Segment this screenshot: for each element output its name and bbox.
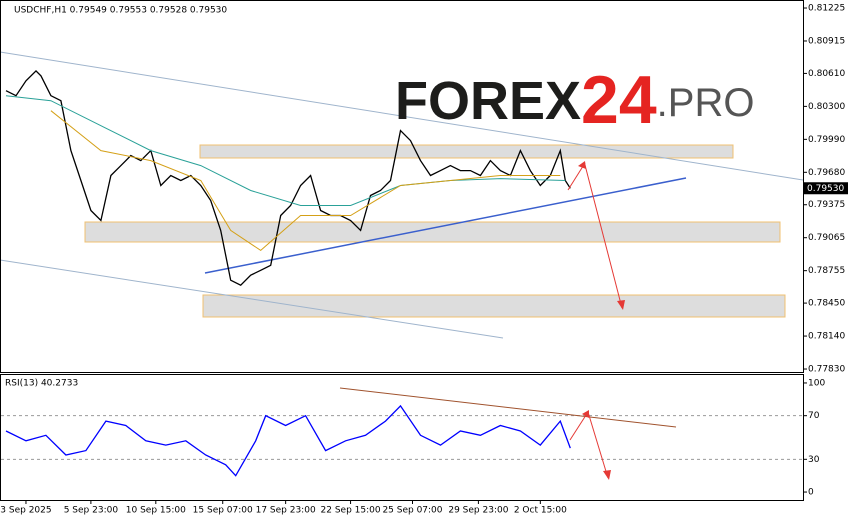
channel-line (0, 259, 504, 339)
x-tick-label: 17 Sep 23:00 (256, 506, 316, 516)
x-tick-label: 25 Sep 07:00 (382, 506, 442, 516)
x-tick-label: 3 Sep 2025 (0, 506, 51, 516)
x-tick-label: 5 Sep 23:00 (64, 506, 119, 516)
y-tick-label: 0.81225 (808, 4, 845, 14)
series-line (5, 69, 571, 286)
y-tick-label: 0.79680 (808, 168, 845, 178)
resistance-zone (199, 144, 734, 159)
series-line (5, 95, 566, 206)
y-tick-label: 0.78450 (808, 299, 845, 309)
x-tick-label: 2 Oct 15:00 (514, 506, 567, 516)
y-tick-label: 30 (808, 455, 820, 465)
y-tick-label: 0.78140 (808, 332, 845, 342)
forecast-arrow (584, 164, 623, 309)
trend-line (204, 177, 687, 274)
target-zone (202, 294, 786, 318)
channel-line (0, 51, 804, 181)
arrow-head (578, 161, 586, 169)
current-price-label: 0.79530 (807, 184, 844, 194)
arrow-head (603, 470, 611, 480)
series-line (50, 110, 561, 252)
x-tick-label: 10 Sep 15:00 (126, 506, 186, 516)
forecast-arrow (569, 411, 589, 441)
y-tick-label: 0.79065 (808, 233, 845, 243)
y-tick-label: 0.77830 (808, 365, 845, 375)
arrow-head (617, 300, 625, 310)
y-tick-label: 0.78755 (808, 266, 845, 276)
support-zone (84, 221, 781, 243)
x-tick-label: 29 Sep 23:00 (448, 506, 508, 516)
x-tick-label: 15 Sep 07:00 (193, 506, 253, 516)
y-tick-label: 100 (808, 378, 825, 388)
arrow-head (582, 410, 589, 418)
y-tick-label: 0.80300 (808, 102, 845, 112)
header: USDCHF,H1 0.79549 0.79553 0.79528 0.7953… (14, 6, 227, 16)
y-tick-label: 0 (808, 488, 814, 498)
forecast-arrow (587, 411, 609, 479)
y-tick-label: 0.79990 (808, 135, 845, 145)
main-frame (0, 0, 804, 373)
y-tick-label: 0.80610 (808, 69, 845, 79)
y-tick-label: 0.80915 (808, 36, 845, 46)
x-tick-label: 22 Sep 15:00 (321, 506, 381, 516)
rsi-trend-line (339, 387, 677, 428)
rsi-label: RSI(13) 40.2733 (5, 379, 78, 389)
y-tick-label: 0.79375 (808, 200, 845, 210)
series-line (5, 404, 571, 477)
rsi-frame (0, 374, 804, 501)
logo: FOREX24.PRO (395, 62, 754, 138)
current-price-box (803, 182, 848, 195)
y-tick-label: 70 (808, 411, 820, 421)
